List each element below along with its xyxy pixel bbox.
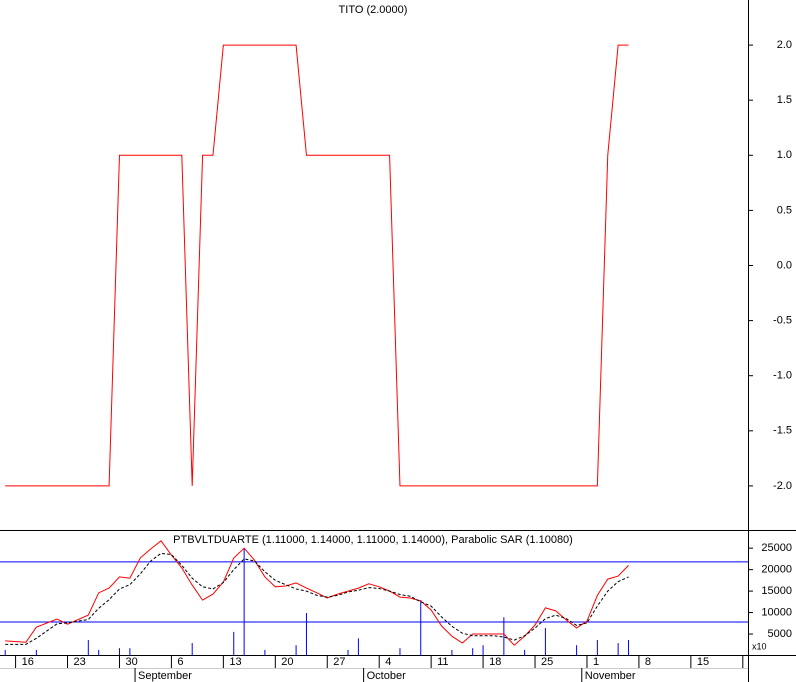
y-tick-label: 1.5 (777, 94, 792, 106)
x-tick-label: 27 (333, 656, 345, 668)
x-tick-label: 20 (281, 656, 293, 668)
x-tick-label: 13 (229, 656, 241, 668)
x-tick-label: 23 (74, 656, 86, 668)
x-tick-label: 4 (385, 656, 391, 668)
unit-label: x10 (752, 641, 767, 651)
data-line (5, 552, 629, 645)
y-tick-label: 0.5 (777, 204, 792, 216)
month-label: September (138, 670, 192, 682)
y-tick-label: 5000 (768, 628, 792, 640)
y-tick-label: 1.0 (777, 149, 792, 161)
y-tick-label: -2.0 (773, 480, 792, 492)
x-tick-label: 15 (697, 656, 709, 668)
y-tick-label: 20000 (761, 564, 792, 576)
y-tick-label: 25000 (761, 542, 792, 554)
x-tick-label: 16 (22, 656, 34, 668)
month-label: October (367, 670, 406, 682)
y-tick-label: -1.5 (773, 425, 792, 437)
y-tick-label: -0.5 (773, 315, 792, 327)
x-tick-label: 18 (489, 656, 501, 668)
y-tick-label: 10000 (761, 606, 792, 618)
chart-title: PTBVLTDUARTE (1.11000, 1.14000, 1.11000,… (173, 534, 573, 546)
y-tick-label: 2.0 (777, 39, 792, 51)
x-tick-label: 25 (541, 656, 553, 668)
x-tick-label: 30 (125, 656, 137, 668)
data-line (5, 44, 629, 487)
month-label: November (585, 670, 636, 682)
x-tick-label: 6 (177, 656, 183, 668)
y-tick-label: -1.0 (773, 370, 792, 382)
y-tick-label: 15000 (761, 585, 792, 597)
y-tick-label: 0.0 (777, 259, 792, 271)
chart-title: TITO (2.0000) (339, 4, 408, 16)
x-tick-label: 11 (437, 656, 448, 668)
x-tick-label: 1 (593, 656, 599, 668)
x-tick-label: 8 (645, 656, 651, 668)
